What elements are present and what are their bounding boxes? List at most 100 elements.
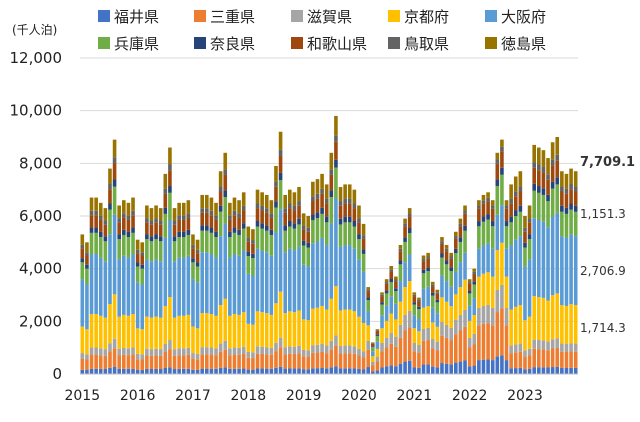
bar-segment — [264, 225, 269, 231]
bar-segment — [177, 348, 181, 356]
bar-segment — [149, 241, 154, 262]
bar-segment — [454, 248, 458, 254]
bar-segment — [278, 155, 283, 173]
bar-segment — [80, 244, 85, 249]
bar-segment — [380, 292, 384, 295]
x-tick-label: 2022 — [452, 388, 488, 404]
bar-segment — [154, 222, 158, 235]
x-tick-label: 2021 — [396, 388, 432, 404]
bar-segment — [214, 348, 218, 356]
bar-segment — [389, 343, 394, 366]
bar-segment — [412, 304, 417, 316]
bar-segment — [117, 234, 121, 240]
bar-segment — [435, 326, 440, 342]
bar-segment — [380, 342, 384, 352]
bar-segment — [112, 214, 117, 295]
bar-segment — [301, 264, 306, 320]
bar-segment — [154, 368, 158, 374]
bar-segment — [481, 245, 486, 274]
y-tick-label: 10,000 — [10, 102, 63, 120]
bar-segment — [283, 194, 287, 209]
bar-segment — [168, 367, 172, 374]
bar-segment — [384, 293, 389, 306]
bar-segment — [191, 248, 195, 259]
bar-segment — [343, 198, 347, 204]
bar-segment — [103, 208, 108, 221]
bar-segment — [140, 354, 145, 360]
bar-segment — [85, 268, 89, 285]
bar-segment — [200, 368, 204, 374]
bar-segment — [186, 347, 191, 355]
bar-segment — [98, 215, 103, 220]
bar-segment — [546, 174, 550, 180]
bar-segment — [89, 197, 94, 211]
bar-segment — [177, 355, 181, 369]
bar-segment — [278, 172, 283, 181]
x-tick-label: 2020 — [341, 388, 377, 404]
bar-segment — [214, 215, 218, 220]
bar-segment — [163, 173, 168, 189]
bar-segment — [209, 368, 214, 374]
bar-segment — [500, 355, 504, 374]
bar-segment — [163, 188, 168, 194]
bar-segment — [500, 174, 504, 206]
bar-segment — [504, 307, 509, 326]
bar-segment — [329, 223, 334, 299]
bar-segment — [172, 369, 177, 374]
bar-segment — [246, 323, 251, 352]
bar-segment — [218, 191, 223, 206]
bar-segment — [122, 200, 126, 214]
y-tick-label: 4,000 — [19, 260, 62, 278]
bar-segment — [103, 317, 108, 350]
bar-segment — [352, 368, 357, 374]
bar-segment — [278, 149, 283, 156]
bar-segment — [440, 363, 444, 374]
bar-segment — [315, 352, 320, 369]
bar-segment — [537, 349, 541, 368]
bar-segment — [389, 278, 394, 283]
bar-segment — [477, 276, 481, 308]
bar-segment — [232, 197, 237, 211]
bar-segment — [454, 238, 458, 249]
bar-segment — [463, 309, 467, 327]
bar-segment — [569, 168, 573, 184]
bar-segment — [223, 223, 228, 299]
bar-segment — [301, 225, 306, 230]
bar-segment — [264, 212, 269, 226]
bar-segment — [523, 356, 527, 370]
legend-label: 滋賀県 — [307, 8, 352, 26]
legend-label: 徳島県 — [501, 35, 546, 53]
bar-segment — [154, 355, 158, 369]
bar-segment — [103, 349, 108, 356]
bar-segment — [407, 228, 412, 233]
bar-segment — [555, 347, 560, 367]
bar-segment — [564, 237, 569, 306]
bar-segment — [320, 188, 324, 194]
bar-segment — [205, 194, 209, 209]
bar-segment — [347, 203, 352, 217]
bar-segment — [200, 313, 204, 348]
bar-segment — [550, 165, 555, 182]
value-annotation: 2,706.9 — [580, 264, 626, 278]
bar-segment — [477, 307, 481, 326]
bar-segment — [214, 237, 218, 258]
bar-segment — [241, 312, 246, 347]
bar-segment — [228, 368, 232, 374]
bar-segment — [85, 264, 89, 269]
bar-segment — [394, 276, 398, 280]
bar-segment — [117, 222, 121, 235]
bar-segment — [412, 296, 417, 303]
bar-segment — [186, 234, 191, 256]
bar-segment — [486, 219, 490, 244]
bar-segment — [472, 268, 477, 272]
bar-segment — [343, 184, 347, 199]
bar-segment — [513, 344, 518, 353]
bar-segment — [274, 232, 278, 304]
bar-segment — [177, 219, 181, 232]
bar-segment — [555, 366, 560, 374]
bar-segment — [292, 228, 297, 251]
bar-segment — [481, 305, 486, 324]
bar-segment — [430, 286, 435, 293]
bar-segment — [209, 232, 214, 255]
bar-segment — [218, 211, 223, 237]
